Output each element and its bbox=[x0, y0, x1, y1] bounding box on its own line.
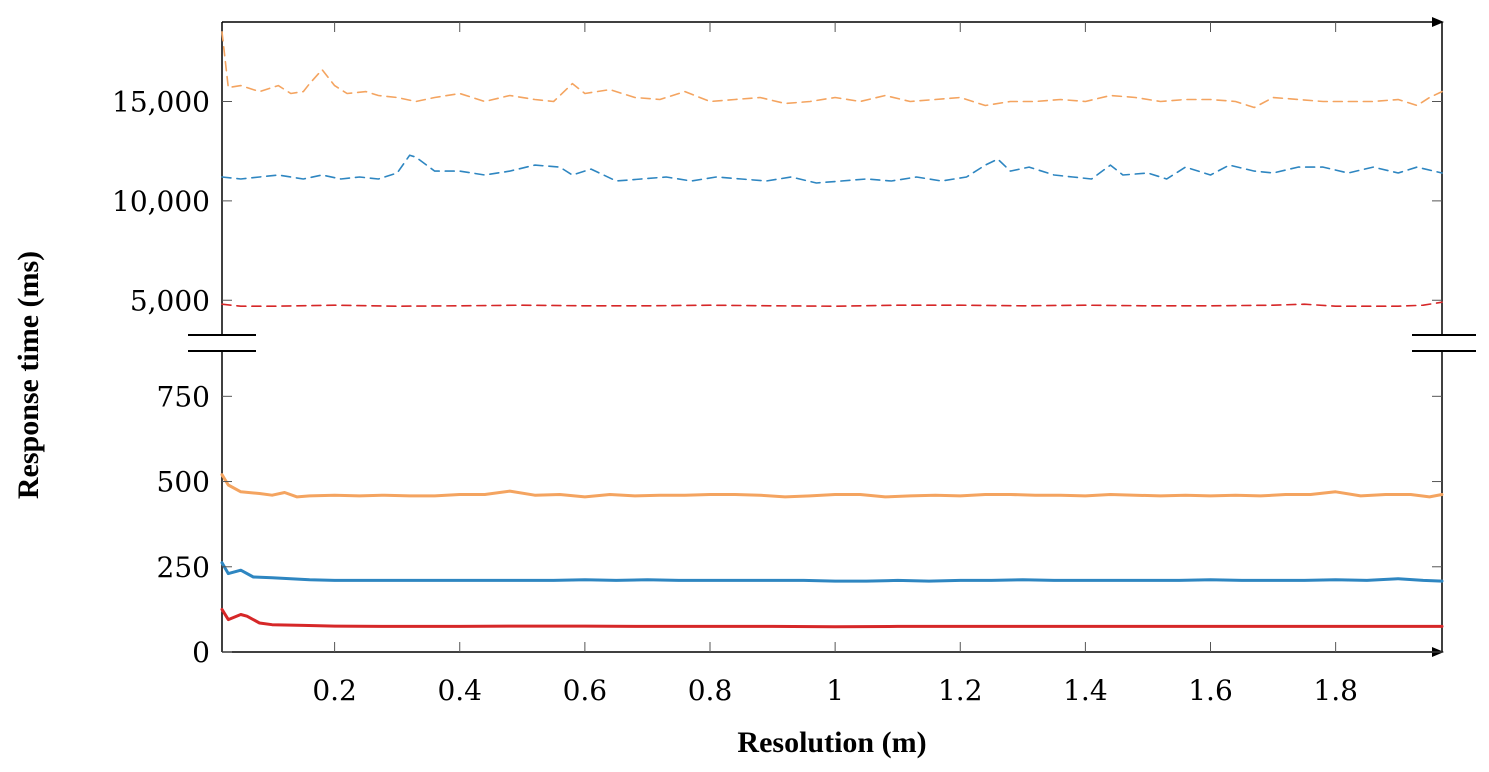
x-tick-label: 1.8 bbox=[1313, 674, 1358, 707]
x-tick-label: 1.2 bbox=[938, 674, 983, 707]
x-tick-label: 0.2 bbox=[312, 674, 357, 707]
x-axis-title: Resolution (m) bbox=[737, 726, 926, 759]
series-line-upper-dashed-2 bbox=[221, 301, 1443, 308]
y-tick-label-lower: 750 bbox=[157, 380, 210, 413]
axes bbox=[188, 17, 1476, 657]
x-tick-label: 0.4 bbox=[437, 674, 482, 707]
y-tick-label-lower: 250 bbox=[157, 551, 210, 584]
series-line-lower-solid-3 bbox=[220, 473, 1444, 499]
series-line-upper-dashed-1 bbox=[221, 154, 1443, 184]
x-tick-label: 0.6 bbox=[563, 674, 608, 707]
top-axis-arrow bbox=[1432, 17, 1444, 27]
y-tick-label-lower: 0 bbox=[192, 636, 210, 669]
x-tick-label: 1 bbox=[826, 674, 844, 707]
y-tick-label-upper: 15,000 bbox=[112, 86, 210, 119]
y-tick-label-lower: 500 bbox=[157, 466, 210, 499]
y-tick-label-upper: 5,000 bbox=[130, 284, 210, 317]
ticks: 0.2 0.4 0.6 0.8 1 1.2 1.4 1.6 1.8 5,000 10,000 15,0… bbox=[112, 22, 1442, 707]
series-line-upper-dashed-0 bbox=[221, 31, 1443, 109]
series-line-lower-solid-4 bbox=[220, 561, 1444, 583]
y-axis-title: Response time (ms) bbox=[12, 251, 45, 499]
series-line-lower-solid-5 bbox=[220, 607, 1444, 629]
x-tick-label: 1.4 bbox=[1063, 674, 1108, 707]
y-tick-label-upper: 10,000 bbox=[112, 185, 210, 218]
series-layer bbox=[220, 31, 1444, 629]
x-tick-label: 1.6 bbox=[1188, 674, 1233, 707]
x-tick-label: 0.8 bbox=[688, 674, 733, 707]
